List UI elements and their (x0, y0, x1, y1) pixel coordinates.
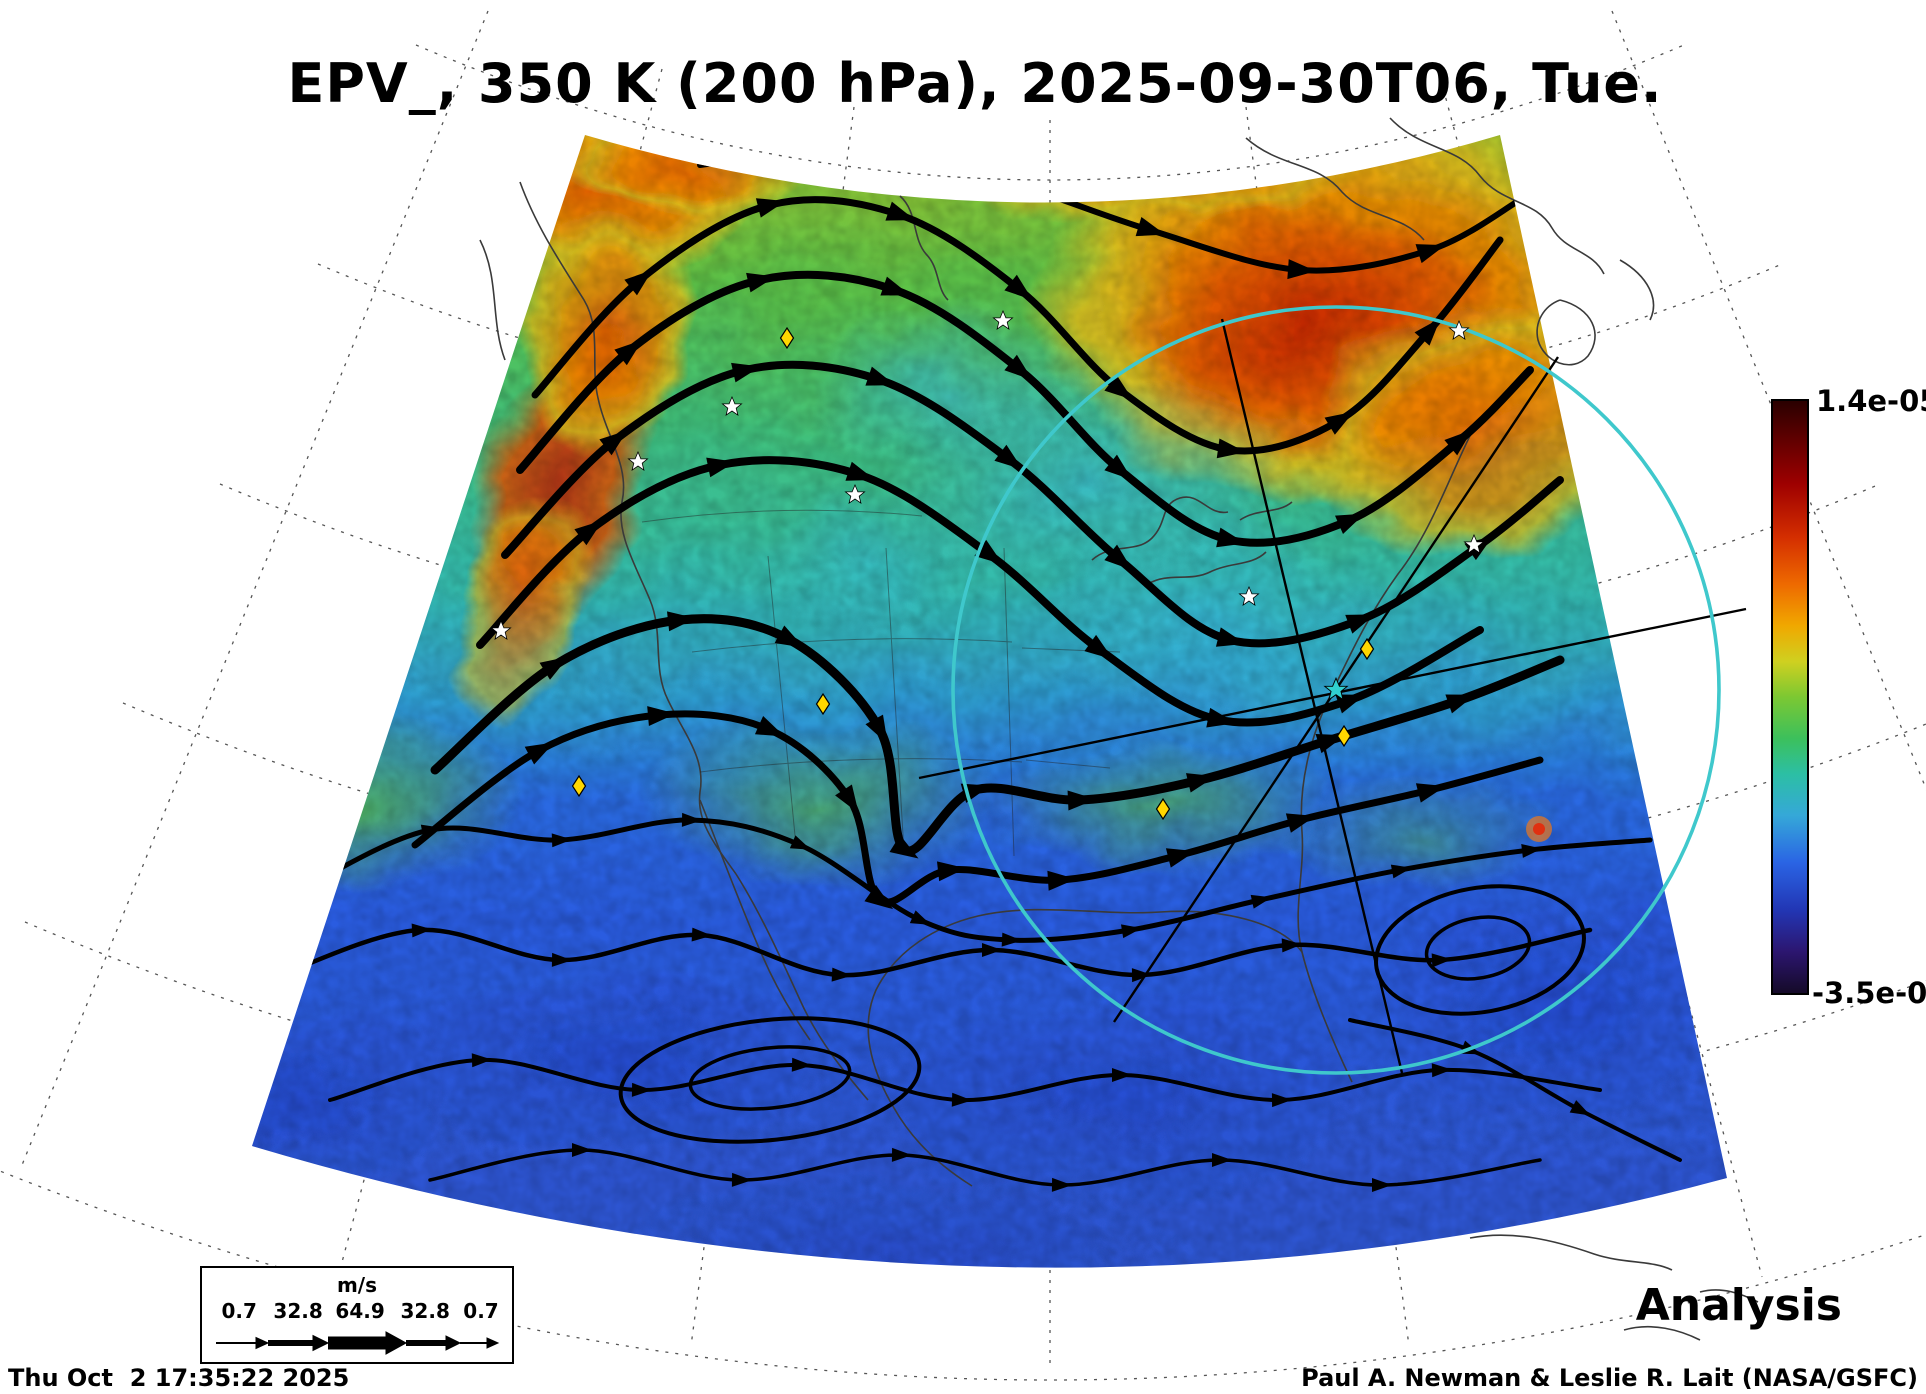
credit: Paul A. Newman & Leslie R. Lait (NASA/GS… (1301, 1364, 1918, 1392)
wind-speed-value: 32.8 (400, 1299, 450, 1323)
colorbar-min-label: -3.5e-06 (1812, 976, 1926, 1010)
epv-field (252, 135, 1727, 1268)
wind-speed-value: 0.7 (221, 1299, 257, 1323)
streamline (1348, 1018, 1682, 1162)
wind-legend-speeds: 0.7 32.8 64.9 32.8 0.7 (202, 1299, 512, 1323)
wind-speed-value: 0.7 (463, 1299, 499, 1323)
streamline (277, 923, 1593, 983)
colorbar (1771, 399, 1809, 995)
streamline (328, 1053, 1602, 1108)
wind-speed-value: 32.8 (273, 1299, 323, 1323)
colorbar-max-label: 1.4e-05 (1816, 384, 1926, 418)
timestamp: Thu Oct 2 17:35:22 2025 (8, 1364, 350, 1392)
analysis-label: Analysis (1635, 1280, 1842, 1331)
page-title: EPV_, 350 K (200 hPa), 2025-09-30T06, Tu… (287, 52, 1663, 115)
wind-streamlines (277, 139, 1682, 1192)
wind-legend: m/s 0.7 32.8 64.9 32.8 0.7 (200, 1266, 514, 1364)
wind-arrow-scale-icon (216, 1331, 500, 1355)
wind-legend-unit: m/s (336, 1273, 378, 1297)
range-ring-circle (951, 305, 1721, 1075)
wind-speed-value: 64.9 (335, 1299, 385, 1323)
streamline (428, 1142, 1542, 1192)
